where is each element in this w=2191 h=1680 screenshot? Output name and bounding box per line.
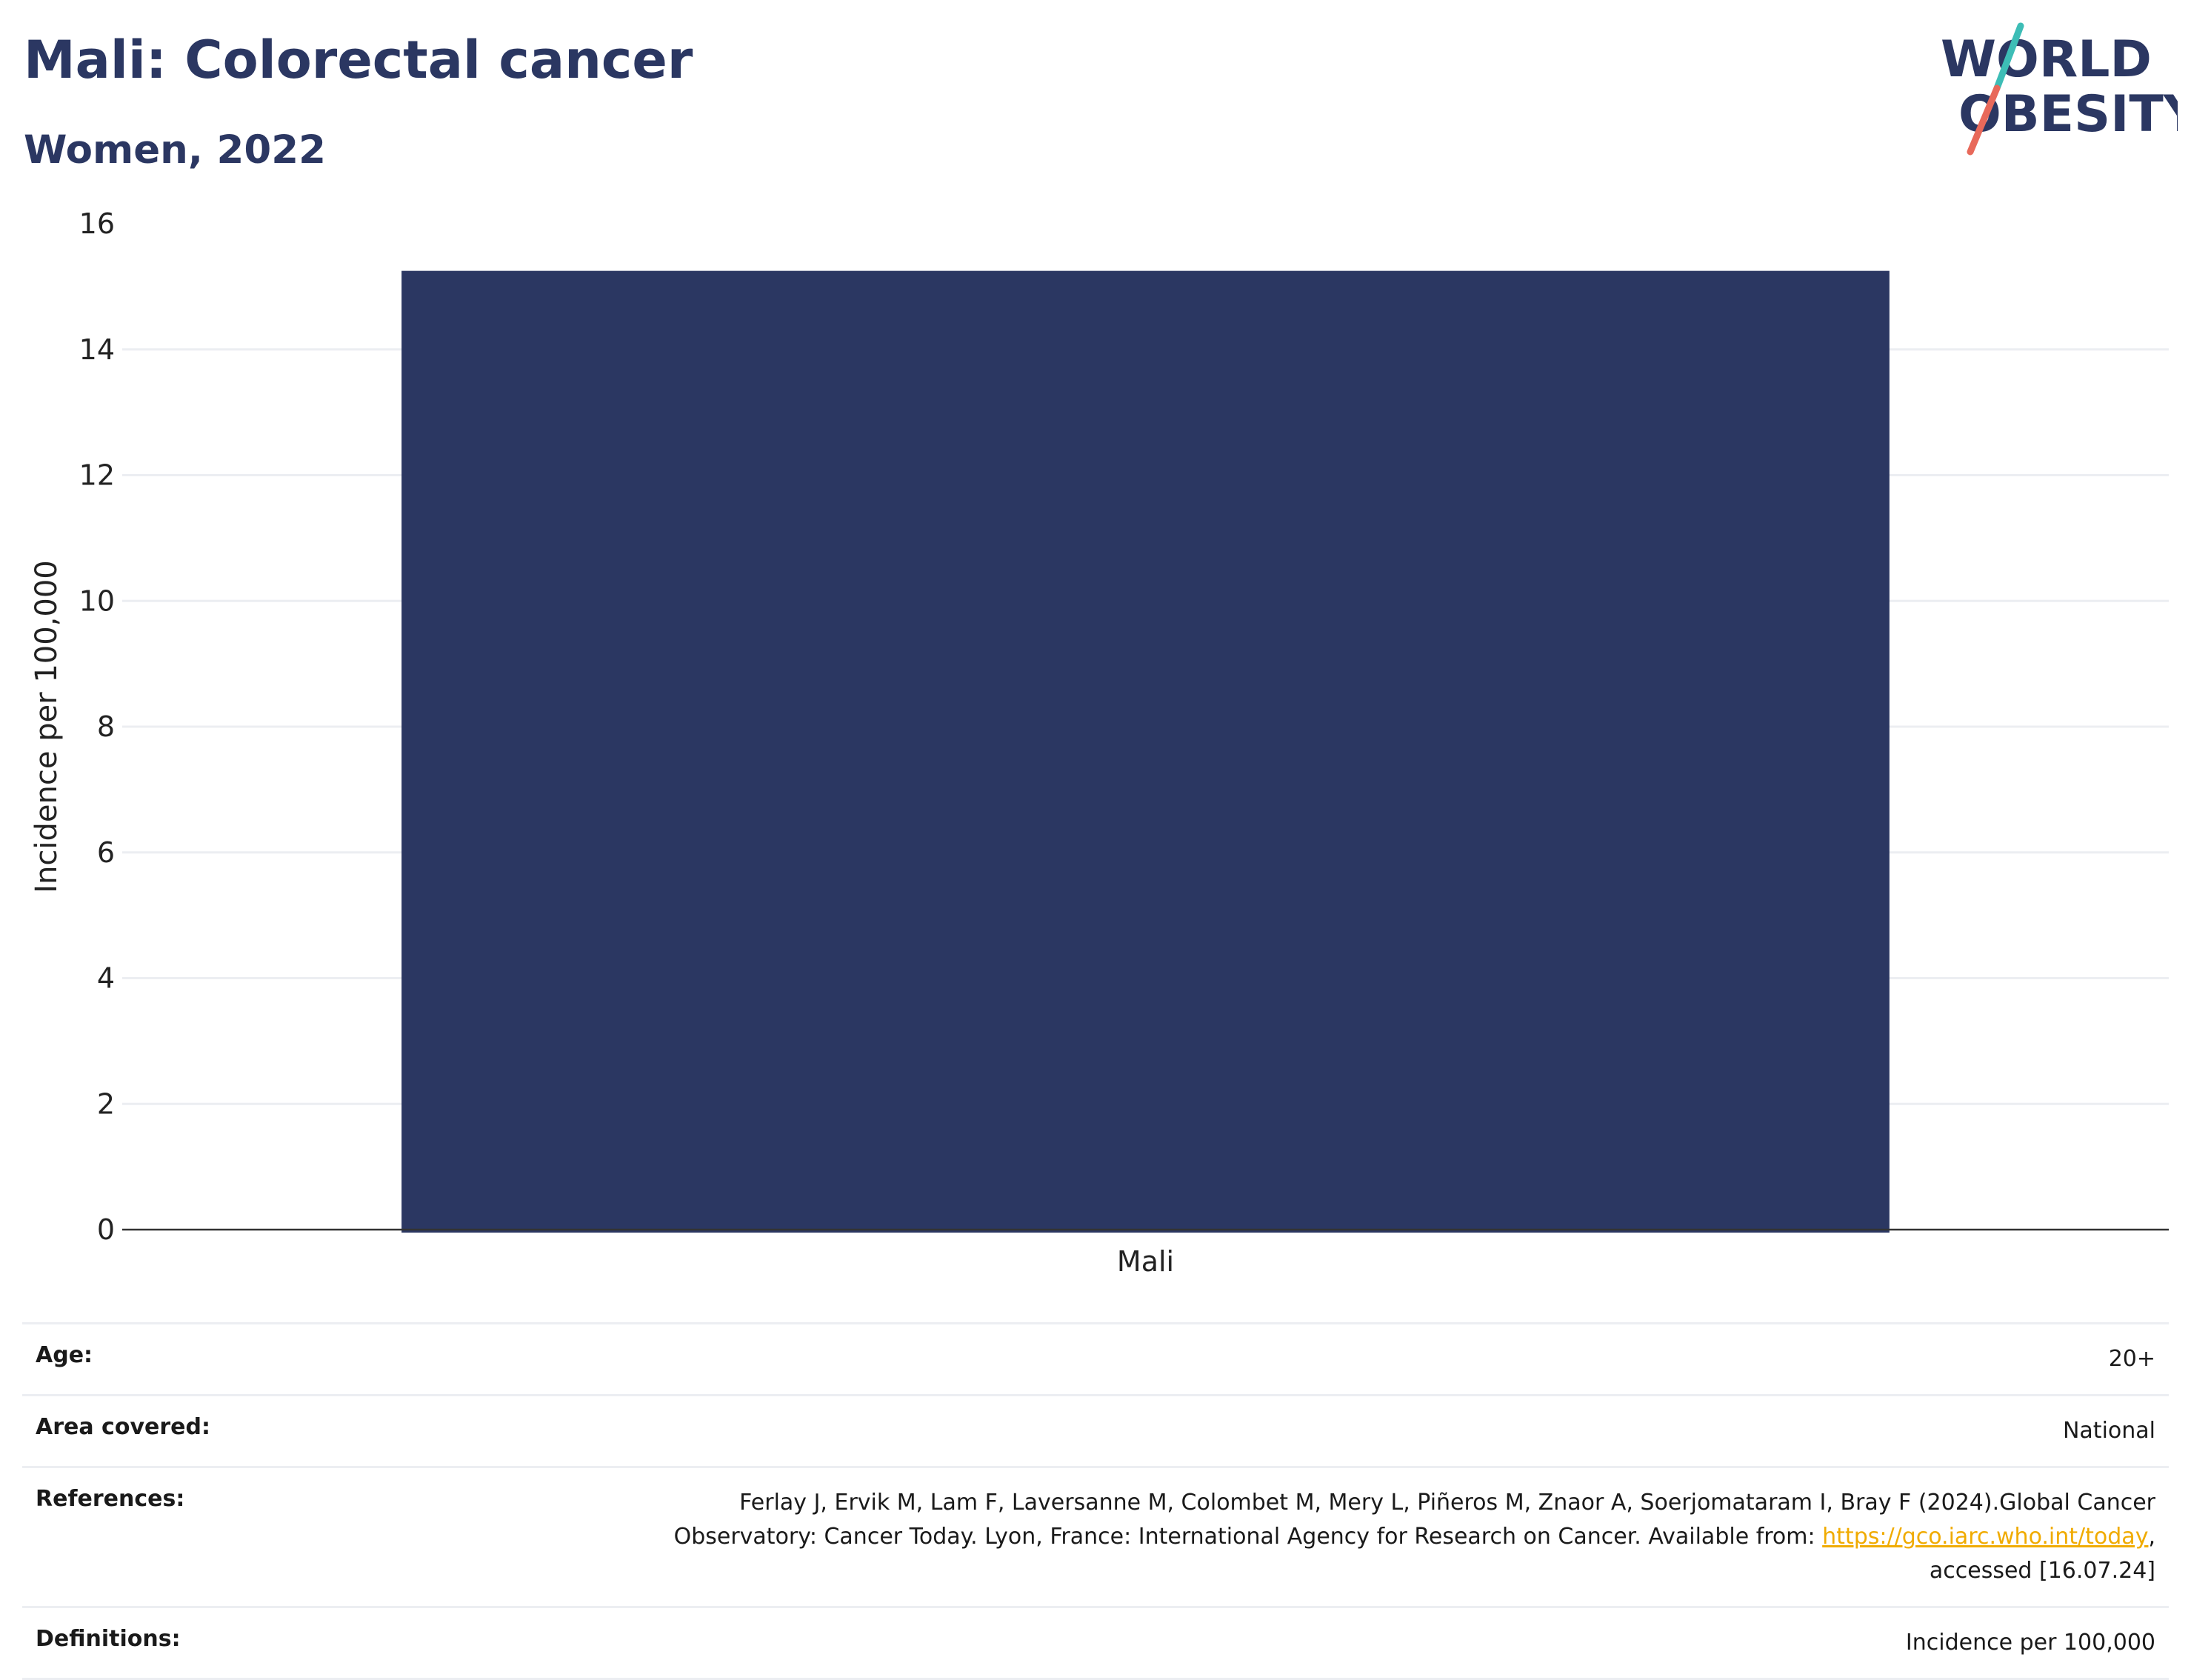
- logo-text-world: WORLD: [1941, 30, 2152, 89]
- logo-slash-coral: [1967, 84, 2001, 156]
- y-tick-labels: 0 2 4 6 8 10 12 14 16: [79, 207, 115, 1246]
- references-line1: Ferlay J, Ervik M, Lam F, Laversanne M, …: [739, 1490, 2155, 1516]
- info-row-age: Age: 20+: [22, 1322, 2169, 1396]
- definitions-value: Incidence per 100,000: [434, 1606, 2169, 1680]
- age-label: Age:: [22, 1322, 434, 1396]
- page-title: Mali: Colorectal cancer: [24, 30, 693, 90]
- info-row-definitions: Definitions: Incidence per 100,000: [22, 1606, 2169, 1680]
- bars: [401, 270, 1890, 1233]
- y-tick-label: 4: [97, 962, 115, 995]
- references-line2: Observatory: Cancer Today. Lyon, France:…: [673, 1524, 1823, 1550]
- references-link[interactable]: https://gco.iarc.who.int/today: [1822, 1524, 2149, 1550]
- world-obesity-logo: WORLD OBESITY: [1941, 22, 2178, 156]
- y-tick-label: 16: [79, 207, 115, 240]
- info-row-references: References: Ferlay J, Ervik M, Lam F, La…: [22, 1466, 2169, 1607]
- area-value: National: [434, 1394, 2169, 1467]
- x-tick-label: Mali: [1117, 1245, 1174, 1278]
- age-value: 20+: [434, 1322, 2169, 1396]
- y-tick-label: 12: [79, 459, 115, 492]
- x-tick-labels: Mali: [1117, 1245, 1174, 1278]
- info-row-area: Area covered: National: [22, 1394, 2169, 1467]
- area-label: Area covered:: [22, 1394, 434, 1467]
- references-label: References:: [22, 1466, 434, 1607]
- info-table: Age: 20+ Area covered: National Referenc…: [22, 1322, 2169, 1680]
- y-tick-label: 14: [79, 333, 115, 366]
- y-tick-label: 8: [97, 710, 115, 743]
- page-subtitle: Women, 2022: [24, 127, 326, 173]
- y-tick-label: 0: [97, 1213, 115, 1246]
- definitions-label: Definitions:: [22, 1606, 434, 1680]
- references-value: Ferlay J, Ervik M, Lam F, Laversanne M, …: [434, 1466, 2169, 1607]
- y-axis-title: Incidence per 100,000: [30, 560, 64, 893]
- y-tick-label: 10: [79, 584, 115, 617]
- y-tick-label: 6: [97, 836, 115, 869]
- bar-mali: [401, 270, 1890, 1233]
- y-tick-label: 2: [97, 1087, 115, 1120]
- bar-chart: 0 2 4 6 8 10 12 14 16 Mali Incidence per 100,000: [30, 207, 2169, 1278]
- logo-slash-teal: [1993, 22, 2024, 92]
- references-line3: accessed [16.07.24]: [1929, 1558, 2155, 1584]
